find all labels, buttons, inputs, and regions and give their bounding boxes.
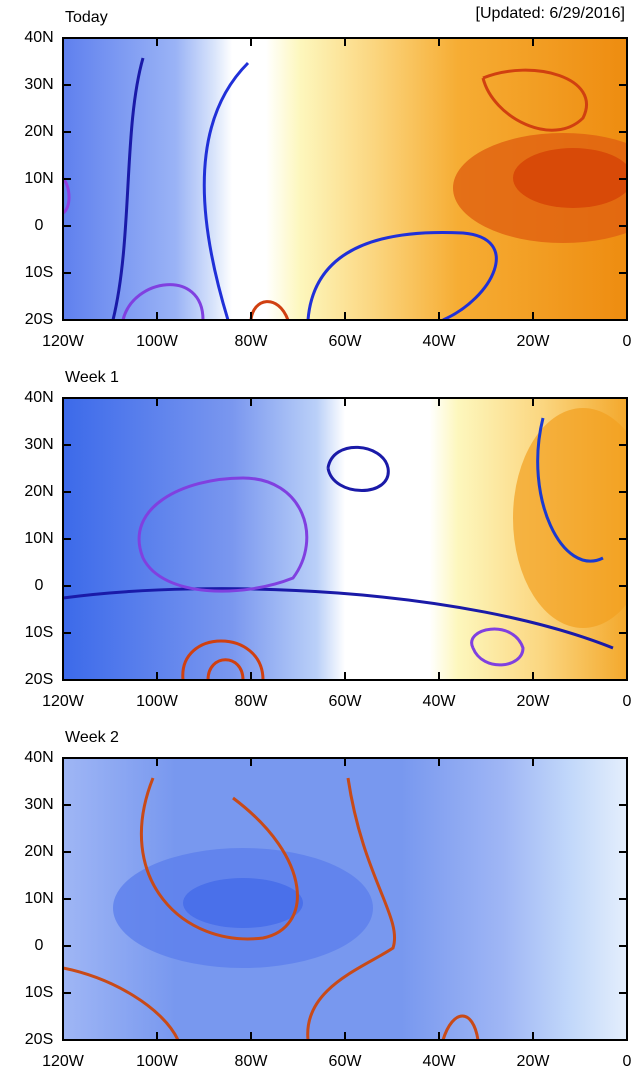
y-tick-label: 0 [35,577,44,594]
y-tick-label: 20S [25,671,53,688]
x-tick-label: 60W [329,333,363,350]
y-tick-label: 20N [24,123,53,140]
y-tick-label: 20N [24,843,53,860]
y-tick-label: 40N [24,389,53,406]
y-tick-label: 10S [25,264,53,281]
x-tick-label: 40W [423,693,457,710]
x-tick-label: 100W [136,333,179,350]
y-tick-label: 30N [24,436,53,453]
update-note: [Updated: 6/29/2016] [476,5,625,22]
x-tick-label: 20W [517,693,551,710]
y-tick-label: 40N [24,749,53,766]
x-tick-label: 80W [235,333,269,350]
panel: Week 2 120W 100W 80W 60W 40W 20W 0 40N 30N 20N 10N 0… [24,729,631,1070]
y-tick-label: 10S [25,624,53,641]
x-tick-label: 0 [623,1053,632,1070]
x-tick-label: 0 [623,693,632,710]
panel-title: Today [65,9,108,26]
field [63,38,627,320]
panel: Week 1 120W 100W 80W 60W 40W 20W 0 40N 30N 20N 10N 0… [24,369,632,710]
x-tick-label: 40W [423,1053,457,1070]
x-tick-label: 40W [423,333,457,350]
x-tick-label: 80W [235,1053,269,1070]
y-tick-label: 30N [24,76,53,93]
field [63,398,627,680]
x-tick-label: 20W [517,333,551,350]
x-tick-label: 120W [42,693,85,710]
y-tick-label: 20S [25,1031,53,1048]
x-tick-label: 0 [623,333,632,350]
x-tick-label: 100W [136,1053,179,1070]
panel-title: Week 2 [65,729,119,746]
y-tick-label: 20S [25,311,53,328]
field [63,758,627,1040]
x-tick-label: 100W [136,693,179,710]
y-tick-label: 20N [24,483,53,500]
x-tick-label: 120W [42,333,85,350]
x-tick-label: 120W [42,1053,85,1070]
y-tick-label: 10N [24,530,53,547]
y-tick-label: 40N [24,29,53,46]
x-tick-label: 60W [329,1053,363,1070]
x-tick-label: 20W [517,1053,551,1070]
x-tick-label: 60W [329,693,363,710]
panel: Today [Updated: 6/29/2016] 120W 100W 80W 60W 4… [24,5,632,350]
y-tick-label: 10S [25,984,53,1001]
x-tick-label: 80W [235,693,269,710]
y-tick-label: 0 [35,937,44,954]
y-tick-label: 10N [24,170,53,187]
y-tick-label: 0 [35,217,44,234]
y-tick-label: 10N [24,890,53,907]
y-tick-label: 30N [24,796,53,813]
panel-title: Week 1 [65,369,119,386]
